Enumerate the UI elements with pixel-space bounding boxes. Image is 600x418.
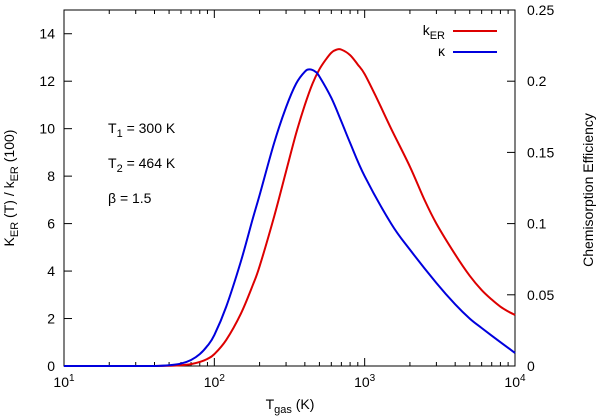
y-right-tick-label: 0.15 [527, 144, 554, 160]
annotation: β = 1.5 [108, 190, 152, 206]
tick-labels: 101 102 103 1040246810121400.050.10.150.20.… [39, 2, 554, 390]
legend-label-kappa: κ [438, 43, 446, 59]
y-right-tick-label: 0.2 [527, 73, 547, 89]
y-right-tick-label: 0.25 [527, 2, 554, 18]
series-line-kappa [64, 68, 516, 368]
x-tick-label: 104 [504, 373, 526, 390]
annotation: T1 = 300 K [108, 120, 176, 140]
y-right-axis-label: Chemisorption Efficiency [580, 113, 596, 267]
y-left-tick-label: 2 [47, 311, 55, 327]
y-left-tick-label: 6 [47, 216, 55, 232]
y-left-axis-label: KER (T) / kER (100) [1, 130, 21, 247]
annotation: T2 = 464 K [108, 155, 176, 175]
x-axis-label: Tgas (K) [266, 396, 315, 416]
y-left-tick-label: 14 [39, 26, 55, 42]
y-left-tick-label: 10 [39, 121, 55, 137]
y-right-tick-label: 0.05 [527, 287, 554, 303]
x-tick-label: 102 [204, 373, 226, 390]
x-tick-label: 103 [354, 373, 376, 390]
annotations: T1 = 300 K T2 = 464 K β = 1.5 [108, 120, 176, 206]
y-left-tick-label: 4 [47, 263, 55, 279]
y-left-tick-label: 8 [47, 168, 55, 184]
series-lines [64, 48, 516, 368]
series-line-k_ER [64, 48, 516, 368]
x-tick-label: 101 [53, 373, 75, 390]
y-left-tick-label: 0 [47, 358, 55, 374]
y-left-tick-label: 12 [39, 73, 55, 89]
y-right-tick-label: 0.1 [527, 216, 547, 232]
plot-frame [63, 9, 516, 367]
axis-ticks [63, 9, 516, 367]
legend-label-k_ER: kER [423, 22, 445, 42]
y-right-tick-label: 0 [527, 358, 535, 374]
